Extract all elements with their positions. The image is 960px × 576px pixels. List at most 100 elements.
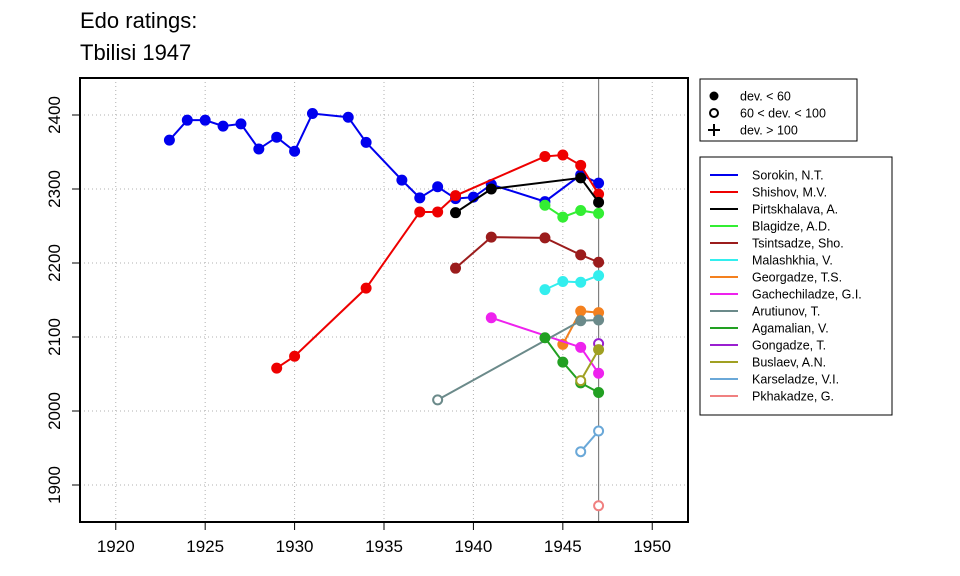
x-tick-label: 1940 bbox=[454, 537, 492, 556]
marker-legend: dev. < 60 60 < dev. < 100 dev. > 100 bbox=[699, 78, 858, 142]
legend-entry: Shishov, M.V. bbox=[752, 186, 827, 200]
x-tick-label: 1935 bbox=[365, 537, 403, 556]
data-point bbox=[575, 249, 587, 261]
data-point-open bbox=[432, 394, 444, 406]
data-point bbox=[593, 387, 605, 398]
series-legend: Sorokin, N.T. Shishov, M.V. Pirtskhalava, … bbox=[699, 156, 893, 416]
data-point bbox=[557, 276, 569, 287]
marker-legend-box bbox=[699, 78, 858, 142]
data-point-open bbox=[593, 500, 605, 512]
data-point bbox=[557, 211, 569, 223]
data-point bbox=[575, 341, 587, 353]
series-line bbox=[437, 318, 599, 401]
data-point-open bbox=[593, 425, 605, 437]
y-tick-label: 2300 bbox=[45, 170, 64, 208]
data-point bbox=[289, 145, 301, 157]
data-point bbox=[360, 136, 372, 148]
series-line bbox=[544, 274, 599, 291]
legend-entry: Tsintsadze, Sho. bbox=[752, 237, 844, 251]
legend-entry: Gongadze, T. bbox=[752, 339, 826, 353]
marker-legend-label: dev. > 100 bbox=[740, 124, 798, 138]
data-point bbox=[450, 207, 462, 219]
data-point bbox=[271, 131, 283, 143]
data-point bbox=[593, 256, 605, 268]
data-point bbox=[432, 181, 444, 193]
data-point bbox=[199, 114, 211, 126]
series-line bbox=[544, 204, 599, 219]
data-point bbox=[539, 284, 551, 296]
data-point bbox=[450, 190, 462, 202]
open-circle-icon bbox=[709, 108, 719, 118]
data-point bbox=[450, 262, 462, 274]
data-point bbox=[539, 150, 551, 162]
data-point bbox=[575, 204, 587, 216]
legend-entry: Arutiunov, T. bbox=[752, 305, 820, 319]
data-point bbox=[181, 114, 193, 126]
legend-entry: Gachechiladze, G.I. bbox=[752, 288, 862, 302]
x-tick-label: 1920 bbox=[97, 537, 135, 556]
data-point bbox=[557, 149, 569, 161]
data-point bbox=[342, 111, 354, 123]
data-point bbox=[539, 199, 551, 211]
series-legend-box bbox=[699, 156, 893, 416]
legend-entry: Blagidze, A.D. bbox=[752, 220, 831, 234]
x-tick-label: 1950 bbox=[633, 537, 671, 556]
marker-legend-label: 60 < dev. < 100 bbox=[740, 107, 826, 121]
data-point bbox=[575, 172, 587, 184]
data-point bbox=[253, 143, 265, 155]
legend-entry: Agamalian, V. bbox=[752, 322, 829, 336]
data-point bbox=[575, 276, 587, 288]
data-point bbox=[593, 314, 605, 326]
data-point bbox=[575, 305, 587, 317]
data-point bbox=[575, 159, 587, 171]
data-point bbox=[593, 177, 605, 189]
data-point bbox=[593, 207, 605, 219]
legend-entry: Sorokin, N.T. bbox=[752, 169, 824, 183]
data-point bbox=[593, 367, 605, 379]
data-point bbox=[235, 118, 247, 130]
data-point bbox=[217, 120, 229, 132]
data-point bbox=[485, 231, 497, 243]
series-line bbox=[276, 153, 600, 369]
data-point bbox=[271, 362, 283, 374]
data-point bbox=[593, 344, 605, 356]
legend-entry: Georgadze, T.S. bbox=[752, 271, 842, 285]
series-line bbox=[544, 337, 600, 394]
data-point bbox=[360, 282, 372, 294]
marker-legend-label: dev. < 60 bbox=[740, 90, 791, 104]
y-tick-label: 2200 bbox=[45, 244, 64, 282]
legend-entry: Malashkhia, V. bbox=[752, 254, 833, 268]
data-point bbox=[593, 270, 605, 282]
y-tick-label: 2000 bbox=[45, 392, 64, 430]
y-tick-label: 2100 bbox=[45, 318, 64, 356]
data-point bbox=[575, 315, 587, 327]
series-line bbox=[454, 176, 600, 214]
legend-entry: Buslaev, A.N. bbox=[752, 356, 826, 370]
legend-entry: Karseladze, V.I. bbox=[752, 373, 839, 387]
data-point bbox=[163, 134, 175, 146]
data-point-open bbox=[575, 446, 587, 458]
y-tick-label: 1900 bbox=[45, 466, 64, 504]
legend-entry: Pirtskhalava, A. bbox=[752, 203, 838, 217]
y-tick-label: 2400 bbox=[45, 96, 64, 134]
chart-title-line2: Tbilisi 1947 bbox=[80, 40, 192, 65]
data-point bbox=[306, 108, 318, 120]
x-tick-label: 1945 bbox=[544, 537, 582, 556]
chart-title-line1: Edo ratings: bbox=[80, 8, 198, 33]
data-point bbox=[557, 356, 569, 368]
plot-frame bbox=[79, 77, 689, 523]
data-point bbox=[432, 206, 444, 218]
x-tick-label: 1925 bbox=[186, 537, 224, 556]
data-point-open bbox=[575, 375, 587, 387]
data-point bbox=[539, 232, 551, 244]
legend-entry: Pkhakadze, G. bbox=[752, 390, 834, 404]
data-point bbox=[414, 192, 426, 204]
data-point bbox=[593, 196, 605, 208]
data-point bbox=[396, 174, 408, 186]
data-point bbox=[485, 183, 497, 195]
data-point bbox=[485, 312, 497, 324]
data-point bbox=[289, 350, 301, 362]
series-plot bbox=[163, 78, 605, 522]
data-point bbox=[539, 332, 551, 344]
